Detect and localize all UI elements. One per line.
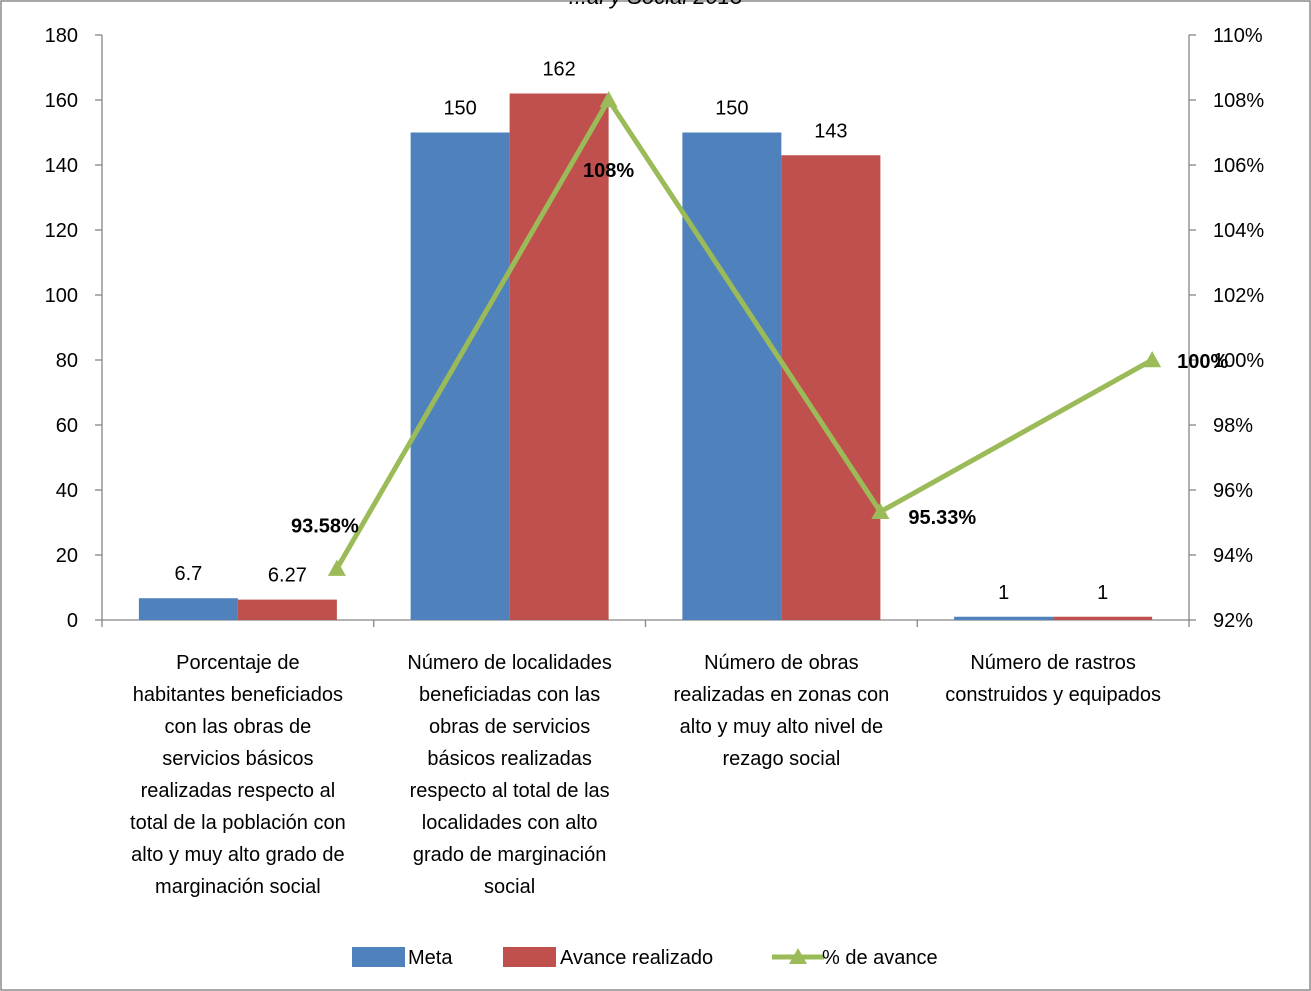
bar-data-label: 150: [715, 98, 748, 120]
x-category-label-line: beneficiadas con las: [419, 684, 600, 706]
line-data-label: 100%: [1177, 351, 1228, 373]
bar-data-label: 150: [443, 98, 476, 120]
y-right-tick-label: 94%: [1213, 545, 1253, 567]
legend-marker-pct: [789, 948, 807, 964]
bar-data-label: 6.7: [174, 563, 202, 585]
legend-swatch-meta: [352, 947, 405, 967]
bar-meta: [410, 132, 510, 620]
x-category-label-line: básicos realizadas: [427, 748, 592, 770]
y-right-tick-label: 110%: [1213, 25, 1263, 47]
x-category-label: Número de localidades beneficiadas con la…: [407, 652, 612, 898]
y-left-tick-label: 100: [45, 285, 78, 307]
y-left-tick-label: 80: [56, 350, 78, 372]
bar-data-label: 162: [542, 59, 575, 81]
bar-data-label: 6.27: [268, 565, 307, 587]
x-category-label-line: Número de rastros: [970, 652, 1136, 674]
x-category-label-line: localidades con alto: [422, 812, 598, 834]
line-marker-triangle: [599, 91, 618, 108]
bar-meta: [954, 616, 1054, 620]
y-right-tick-label: 96%: [1213, 480, 1253, 502]
line-marker-triangle: [1143, 351, 1162, 368]
bar-meta: [138, 598, 238, 620]
line-marker-triangle: [871, 502, 890, 519]
bar-meta: [682, 132, 782, 620]
x-category-label-line: Número de localidades: [407, 652, 612, 674]
legend-label-meta: Meta: [408, 947, 453, 969]
x-category-label: Número de obras realizadas en zonas con al…: [674, 652, 890, 770]
x-category-label-line: Número de obras: [704, 652, 859, 674]
bar-data-label: 1: [998, 582, 1009, 604]
line-series-avance: [334, 95, 1154, 570]
y-right-tick-label: 108%: [1213, 90, 1264, 112]
x-category-label-line: Porcentaje de: [176, 652, 299, 674]
line-data-label: 108%: [583, 160, 634, 182]
x-category-label-line: habitantes beneficiados: [133, 684, 343, 706]
x-category-label-line: marginación social: [155, 876, 321, 898]
legend-label-pct: % de avance: [822, 947, 938, 969]
y-left-tick-label: 140: [45, 155, 78, 177]
x-category-label-line: total de la población con: [130, 812, 346, 834]
y-right-tick-label: 104%: [1213, 220, 1264, 242]
y-left-tick-label: 160: [45, 90, 78, 112]
y-right-tick-label: 102%: [1213, 285, 1264, 307]
bar-avance-realizado: [237, 599, 337, 620]
x-category-label-line: alto y muy alto grado de: [131, 844, 344, 866]
x-category-label: Número de rastros construidos y equipados: [945, 652, 1161, 706]
x-category-label-line: grado de marginación: [413, 844, 606, 866]
y-right-tick-label: 100%: [1213, 350, 1264, 372]
x-category-label-line: obras de servicios: [429, 716, 590, 738]
y-left-tick-label: 40: [56, 480, 78, 502]
bar-data-label: 1: [1097, 582, 1108, 604]
x-category-label-line: con las obras de: [164, 716, 311, 738]
line-data-label: 95.33%: [908, 507, 976, 529]
x-category-label-line: servicios básicos: [162, 748, 313, 770]
x-category-label-line: respecto al total de las: [410, 780, 610, 802]
y-left-tick-label: 120: [45, 220, 78, 242]
y-right-tick-label: 92%: [1213, 610, 1253, 632]
y-left-tick-label: 180: [45, 25, 78, 47]
x-category-label-line: realizadas en zonas con: [674, 684, 890, 706]
y-left-tick-label: 60: [56, 415, 78, 437]
line-data-label: 93.58%: [291, 516, 359, 538]
legend-swatch-avance: [503, 947, 556, 967]
chart-title: ...al y Social 2013: [569, 0, 743, 9]
x-category-label-line: realizadas respecto al: [141, 780, 336, 802]
y-right-tick-label: 106%: [1213, 155, 1264, 177]
bar-data-label: 143: [814, 120, 847, 142]
y-left-tick-label: 0: [67, 610, 78, 632]
x-category-label: Porcentaje de habitantes beneficiados con …: [130, 652, 346, 898]
x-category-label-line: social: [484, 876, 535, 898]
x-category-label-line: construidos y equipados: [945, 684, 1161, 706]
line-marker-triangle: [327, 559, 346, 576]
bar-avance-realizado: [1053, 616, 1153, 620]
y-left-tick-label: 20: [56, 545, 78, 567]
y-right-tick-label: 98%: [1213, 415, 1253, 437]
legend-label-avance: Avance realizado: [560, 947, 713, 969]
x-category-label-line: rezago social: [722, 748, 840, 770]
x-category-label-line: alto y muy alto nivel de: [680, 716, 883, 738]
